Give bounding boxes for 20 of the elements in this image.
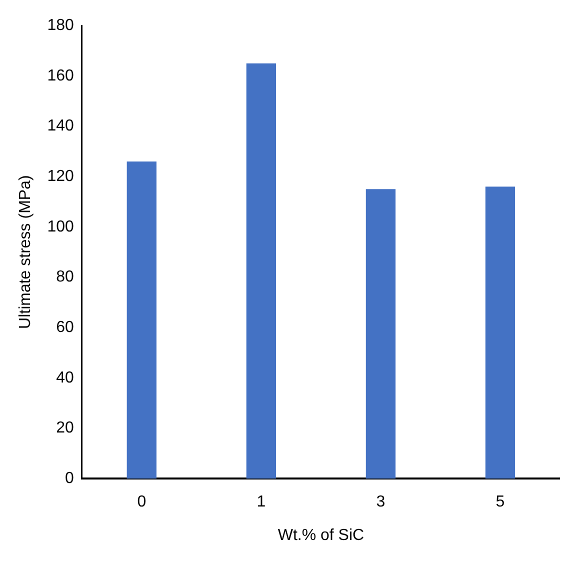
x-tick-label: 0 xyxy=(137,494,146,511)
y-tick-label: 80 xyxy=(56,268,74,286)
x-axis-title: Wt.% of SiC xyxy=(278,526,364,544)
x-tick-label: 1 xyxy=(256,494,266,511)
x-tick-label: 5 xyxy=(496,494,505,511)
y-tick-label: 140 xyxy=(47,118,74,135)
y-tick-label: 120 xyxy=(47,168,74,186)
bar xyxy=(126,162,156,479)
bar xyxy=(485,186,516,479)
bar xyxy=(246,63,276,479)
bar xyxy=(366,189,396,479)
x-tick-label: 3 xyxy=(376,494,386,511)
y-tick-label: 0 xyxy=(64,470,74,488)
y-tick-label: 180 xyxy=(47,17,74,34)
y-axis-title: Ultimate stress (MPa) xyxy=(17,175,34,329)
y-tick-label: 40 xyxy=(56,369,74,386)
y-tick-label: 100 xyxy=(47,218,74,236)
y-tick-label: 60 xyxy=(56,319,74,336)
y-tick-label: 160 xyxy=(47,67,74,84)
y-tick-label: 20 xyxy=(56,420,74,437)
